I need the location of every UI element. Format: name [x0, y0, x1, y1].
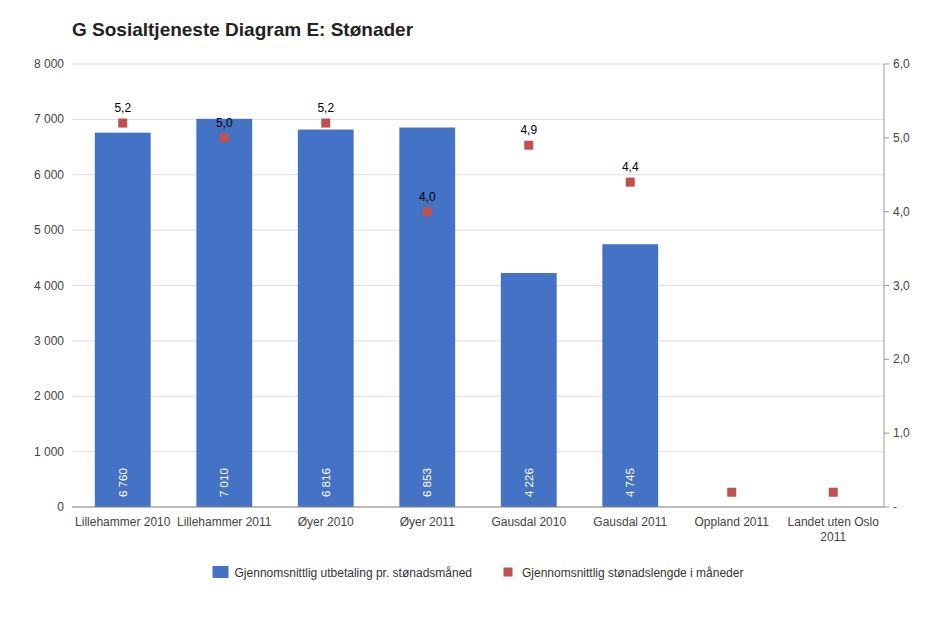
marker-label: 4,4 [622, 160, 639, 174]
legend-item: Gjennomsnittlig stønadslengde i måneder [504, 566, 744, 580]
marker [423, 207, 432, 216]
marker [727, 488, 736, 497]
x-tick-label-line: Lillehammer 2011 [177, 515, 272, 529]
grid-line [72, 285, 884, 286]
x-tick-label: Landet uten Oslo2011 [788, 515, 880, 544]
grid-line [72, 340, 884, 341]
x-tick-label: Øyer 2010 [298, 515, 354, 529]
y2-tick-label: 6,0 [893, 57, 910, 71]
y-tick-label: 4 000 [34, 279, 64, 293]
y-tick-label: 2 000 [34, 389, 64, 403]
marker [626, 178, 635, 187]
x-tick-label: Gausdal 2010 [491, 515, 566, 529]
y-tick-label: 6 000 [34, 168, 64, 182]
marker [829, 488, 838, 497]
y-tick-label: 5 000 [34, 223, 64, 237]
bar [298, 130, 354, 507]
grid-line [72, 451, 884, 452]
x-tick-label-line: Øyer 2010 [298, 515, 354, 529]
chart: G Sosialtjeneste Diagram E: Stønader 0 1 0… [0, 0, 944, 619]
y2-tick-label: 4,0 [893, 205, 910, 219]
y2-tick [884, 507, 889, 508]
legend-swatch [504, 568, 513, 577]
grid-line [72, 230, 884, 231]
bar-label: 4 226 [523, 468, 535, 497]
bar [196, 119, 252, 507]
marker-label: 4,0 [419, 190, 436, 204]
y-tick-label: 0 [57, 500, 64, 514]
x-tick-label-line: Gausdal 2010 [491, 515, 566, 529]
data-labels: 6 760 7 010 6 816 6 853 4 226 4 745 5,2 5,0 5,2 4… [114, 101, 639, 497]
y-tick-label: 1 000 [34, 445, 64, 459]
bar-label: 6 760 [117, 468, 129, 497]
marker [118, 119, 127, 128]
y2-tick [884, 137, 889, 138]
marker-label: 5,2 [317, 101, 334, 115]
x-tick-label-line: Landet uten Oslo [788, 515, 880, 529]
y-tick-label: 3 000 [34, 334, 64, 348]
x-tick-label-line: 2011 [820, 530, 846, 544]
y2-tick [884, 211, 889, 212]
marker-label: 5,0 [216, 116, 233, 130]
x-tick-label: Lillehammer 2011 [177, 515, 272, 529]
plot-area [95, 119, 838, 507]
bar-label: 4 745 [624, 468, 636, 497]
grid-line [72, 174, 884, 175]
y-tick-label: 7 000 [34, 112, 64, 126]
y2-tick-label: 5,0 [893, 131, 910, 145]
y2-tick [884, 433, 889, 434]
grid-line [72, 396, 884, 397]
y2-tick [884, 64, 889, 65]
marker [220, 133, 229, 142]
grid-line [72, 507, 884, 508]
marker-label: 4,9 [520, 123, 537, 137]
x-tick-label: Oppland 2011 [694, 515, 769, 529]
y-tick-label: 8 000 [34, 57, 64, 71]
x-tick-label: Øyer 2011 [400, 515, 455, 529]
bar [399, 128, 455, 507]
x-tick-label: Gausdal 2011 [593, 515, 667, 529]
legend-label: Gjennomsnittlig stønadslengde i måneder [522, 566, 743, 580]
title: G Sosialtjeneste Diagram E: Stønader [72, 19, 414, 40]
legend-label: Gjennomsnittlig utbetaling pr. stønadsmå… [235, 566, 472, 580]
bar-label: 6 816 [320, 468, 332, 497]
bar-label: 7 010 [218, 468, 230, 497]
bar [95, 133, 151, 507]
y2-tick [884, 359, 889, 360]
y2-tick-label: 3,0 [893, 279, 910, 293]
y2-tick-label: 2,0 [893, 352, 910, 366]
y2-tick [884, 285, 889, 286]
grid-line [72, 64, 884, 65]
bar-label: 6 853 [421, 468, 433, 497]
x-tick-label-line: Lillehammer 2010 [75, 515, 171, 529]
marker [321, 119, 330, 128]
legend-swatch [213, 566, 229, 578]
bar [602, 244, 658, 507]
y2-tick-label: 1,0 [893, 426, 910, 440]
y2-tick-label: - [893, 500, 897, 514]
marker-label: 5,2 [114, 101, 131, 115]
x-tick-label-line: Oppland 2011 [694, 515, 769, 529]
grid-line [72, 119, 884, 120]
x-tick-label: Lillehammer 2010 [75, 515, 171, 529]
legend: Gjennomsnittlig utbetaling pr. stønadsmå… [213, 566, 744, 580]
legend-item: Gjennomsnittlig utbetaling pr. stønadsmå… [213, 566, 472, 580]
marker [524, 141, 533, 150]
x-tick-label-line: Øyer 2011 [400, 515, 455, 529]
x-axis-line [72, 507, 884, 508]
bar [501, 273, 557, 507]
x-tick-label-line: Gausdal 2011 [593, 515, 667, 529]
grid [72, 64, 884, 507]
